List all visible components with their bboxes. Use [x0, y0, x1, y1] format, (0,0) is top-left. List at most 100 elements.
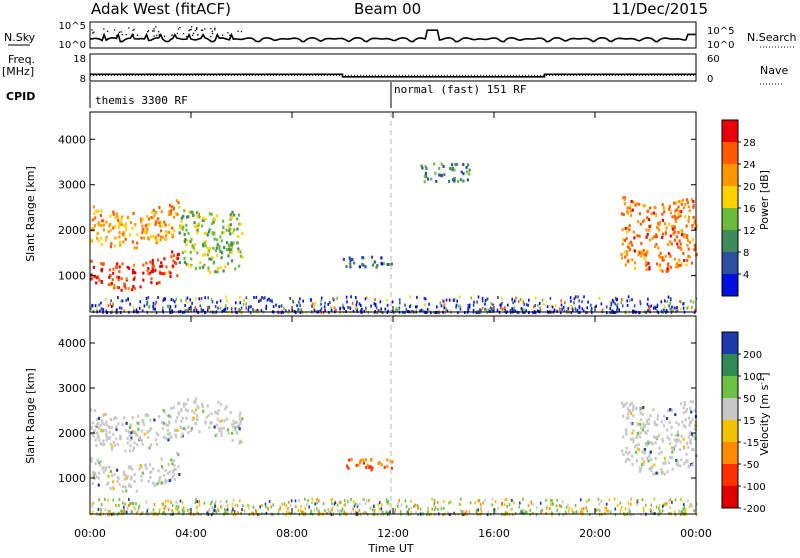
range-cell	[110, 299, 112, 303]
range-cell	[656, 225, 659, 229]
range-cell	[135, 246, 138, 250]
range-cell	[199, 304, 202, 308]
range-cell	[278, 305, 280, 309]
range-cell	[221, 231, 224, 235]
range-cell	[159, 476, 162, 479]
range-cell	[413, 505, 415, 508]
range-cell	[181, 216, 184, 220]
range-cell	[653, 235, 656, 239]
range-cell	[219, 500, 222, 504]
range-cell	[360, 304, 362, 307]
range-cell	[549, 507, 551, 510]
range-cell	[675, 235, 679, 239]
range-cell	[655, 233, 658, 237]
range-cell	[462, 163, 465, 166]
range-cell	[666, 470, 669, 474]
range-cell	[181, 251, 184, 255]
range-cell	[140, 439, 143, 443]
range-cell	[522, 509, 525, 513]
range-cell	[236, 424, 239, 428]
range-cell	[100, 209, 103, 213]
range-cell	[168, 432, 171, 436]
range-cell	[383, 465, 386, 469]
range-cell	[347, 305, 349, 309]
range-cell	[350, 458, 353, 461]
range-cell	[147, 217, 150, 221]
range-cell	[109, 222, 112, 226]
range-cell	[186, 409, 190, 413]
range-cell	[122, 224, 125, 228]
range-cell	[624, 196, 627, 200]
range-cell	[236, 311, 238, 315]
range-cell	[609, 300, 612, 304]
nsearch-label: N.Search	[747, 31, 797, 44]
range-cell	[389, 510, 391, 514]
range-cell	[247, 504, 249, 508]
range-cell	[520, 307, 523, 311]
range-cell	[174, 211, 177, 215]
range-cell	[370, 506, 372, 510]
range-cell	[163, 298, 165, 302]
range-cell	[127, 430, 130, 434]
range-cell	[115, 504, 117, 508]
range-cell	[385, 511, 387, 515]
range-cell	[180, 409, 183, 413]
range-cell	[227, 254, 230, 258]
range-cell	[207, 305, 209, 309]
velocity-label-sup: -1	[757, 377, 766, 385]
range-cell	[501, 297, 503, 301]
colorbar-swatch	[722, 376, 738, 399]
range-cell	[378, 461, 381, 465]
range-cell	[169, 305, 172, 309]
range-cell	[171, 504, 174, 508]
range-cell	[236, 431, 239, 435]
range-cell	[484, 302, 486, 306]
range-cell	[131, 240, 134, 244]
range-cell	[217, 400, 220, 404]
range-cell	[365, 306, 367, 310]
range-cell	[358, 302, 361, 306]
range-cell	[620, 298, 623, 301]
range-cell	[169, 275, 172, 279]
range-cell	[661, 437, 664, 441]
range-cell	[121, 501, 124, 505]
range-cell	[361, 262, 364, 266]
range-cell	[212, 509, 214, 513]
range-cell	[100, 236, 103, 240]
range-cell	[118, 270, 121, 274]
range-cell	[637, 443, 640, 446]
range-cell	[633, 261, 636, 265]
range-cell	[219, 266, 222, 270]
range-cell	[175, 199, 178, 203]
range-cell	[626, 245, 630, 249]
range-cell	[691, 225, 694, 229]
range-cell	[287, 500, 290, 504]
range-cell	[90, 238, 93, 242]
range-cell	[474, 501, 476, 505]
range-cell	[480, 510, 483, 514]
range-cell	[619, 511, 622, 515]
range-cell	[255, 309, 257, 313]
range-cell	[242, 504, 244, 508]
range-cell	[219, 505, 222, 509]
range-cell	[628, 228, 631, 232]
range-cell	[223, 246, 226, 249]
range-cell	[636, 431, 640, 435]
range-cell	[323, 305, 326, 309]
range-cell	[682, 507, 684, 511]
range-cell	[171, 462, 174, 466]
range-cell	[658, 228, 661, 232]
range-cell	[187, 231, 190, 235]
range-cell	[90, 456, 93, 460]
range-cell	[109, 486, 112, 490]
range-cell	[216, 270, 219, 274]
range-cell	[395, 307, 398, 311]
range-cell	[214, 249, 218, 253]
range-cell	[186, 215, 189, 219]
range-cell	[660, 309, 663, 313]
range-cell	[467, 303, 470, 307]
range-cell	[525, 309, 527, 313]
range-cell	[167, 432, 170, 436]
range-cell	[160, 210, 163, 214]
range-cell	[456, 299, 458, 303]
